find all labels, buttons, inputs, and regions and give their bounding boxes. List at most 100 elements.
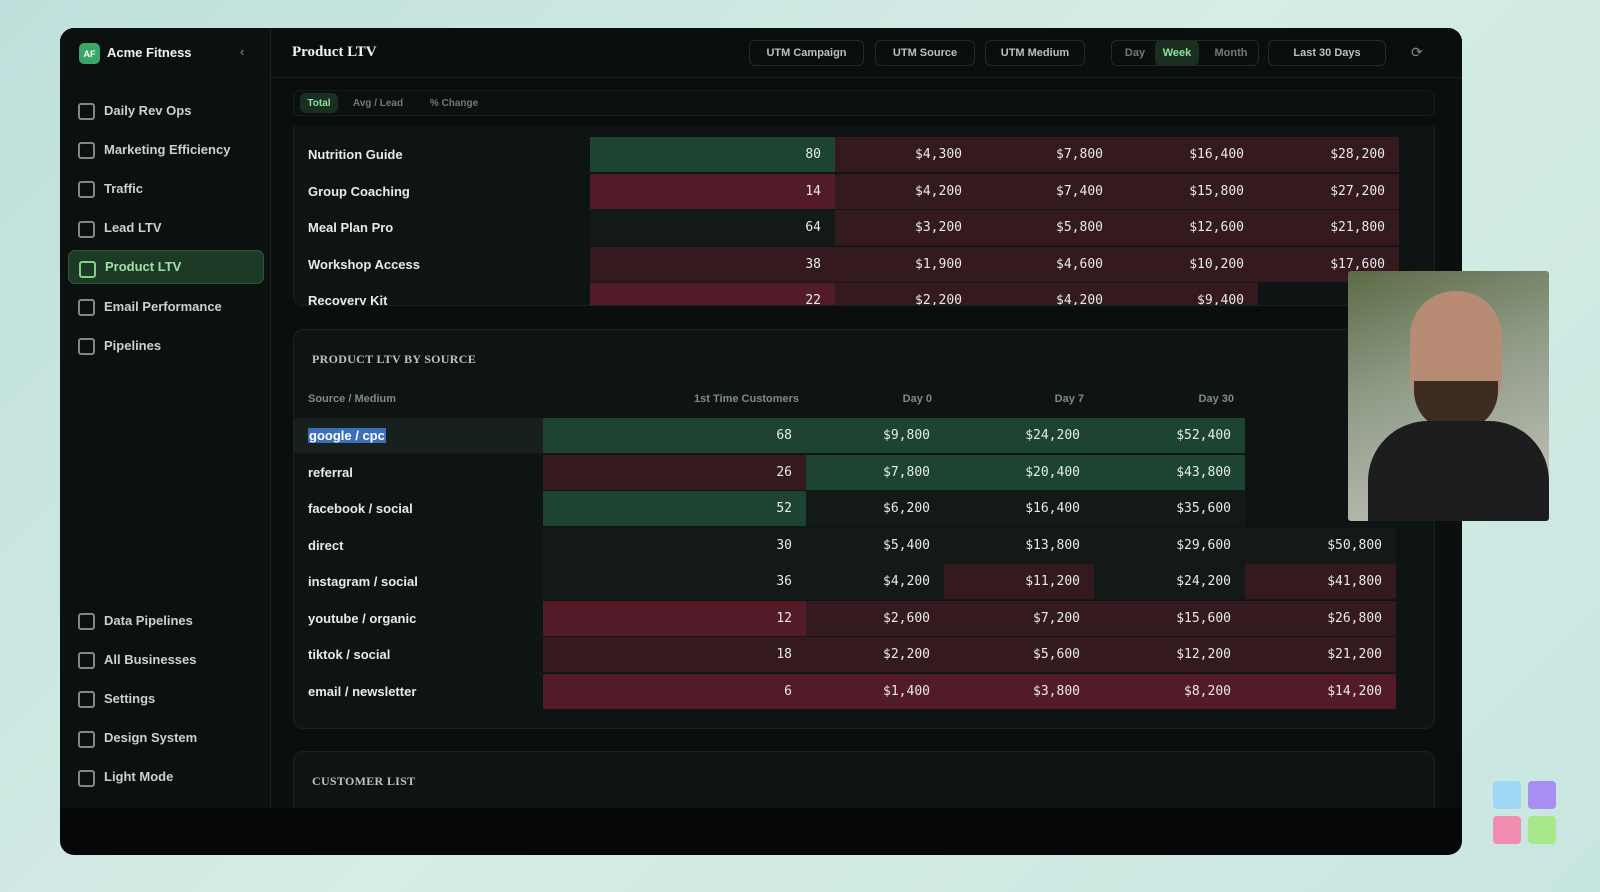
table-cell: $8,200 xyxy=(1094,673,1245,710)
table-cell: $12,600 xyxy=(1117,210,1258,246)
nav-icon xyxy=(78,769,95,787)
table-cell: $15,800 xyxy=(1117,173,1258,210)
nav-item[interactable]: Settings xyxy=(68,681,264,715)
row-label: email / newsletter xyxy=(294,673,543,710)
nav-item[interactable]: Traffic xyxy=(68,171,264,205)
table-cell: $27,200 xyxy=(1258,173,1399,210)
card-title: CUSTOMER LIST xyxy=(312,774,416,788)
table-cell: 26 xyxy=(543,454,806,491)
column-header[interactable]: Day 30 xyxy=(1198,393,1234,405)
source-card: PRODUCT LTV BY SOURCE Source / Medium 1st… xyxy=(293,329,1435,729)
period-option[interactable]: Week xyxy=(1155,40,1199,66)
table-cell: 30 xyxy=(543,527,806,564)
tab[interactable]: % Change xyxy=(429,97,479,109)
app-window: AF Acme Fitness ‹ Daily Rev Ops Marketing… xyxy=(60,28,1462,855)
page-title: Product LTV xyxy=(292,44,377,60)
row-label: google / cpc xyxy=(294,418,543,454)
table-cell: $43,800 xyxy=(1094,454,1245,491)
table-cell: $9,400 xyxy=(1117,283,1258,305)
sidebar: AF Acme Fitness ‹ Daily Rev Ops Marketing… xyxy=(60,28,271,808)
filter-dropdown[interactable]: UTM Campaign xyxy=(749,40,864,66)
table-cell: $26,800 xyxy=(1245,600,1396,637)
table-cell: $10,200 xyxy=(1117,246,1258,283)
period-option[interactable]: Day xyxy=(1124,47,1146,59)
nav-item[interactable]: Lead LTV xyxy=(68,211,264,245)
table-cell: $14,200 xyxy=(1245,673,1396,710)
card-title: PRODUCT LTV BY SOURCE xyxy=(312,352,477,366)
column-header[interactable]: 1st Time Customers xyxy=(694,393,799,405)
table-cell: $4,200 xyxy=(806,564,944,600)
column-header[interactable]: Day 7 xyxy=(1054,393,1084,405)
reaction-icon[interactable] xyxy=(1528,816,1556,844)
table-cell: $3,800 xyxy=(944,673,1094,710)
table-cell: $7,400 xyxy=(976,173,1117,210)
brand-name[interactable]: Acme Fitness xyxy=(107,45,192,60)
table-cell: $5,800 xyxy=(976,210,1117,246)
table-cell: $1,400 xyxy=(806,673,944,710)
table-cell: 36 xyxy=(543,564,806,600)
table-cell: $29,600 xyxy=(1094,527,1245,564)
shirt xyxy=(1368,421,1549,521)
table-cell: $50,800 xyxy=(1245,527,1396,564)
product-card: Nutrition Guide 80 $4,300 $7,800 $16,400 $28,… xyxy=(293,126,1435,306)
table-cell: $16,400 xyxy=(1117,137,1258,173)
table-cell: 6 xyxy=(543,673,806,710)
tab[interactable]: Avg / Lead xyxy=(352,97,404,109)
nav-icon xyxy=(78,299,95,316)
filter-dropdown[interactable]: UTM Medium xyxy=(985,40,1085,66)
table-cell: $4,600 xyxy=(976,246,1117,283)
table-cell: $20,400 xyxy=(944,454,1094,491)
nav-icon xyxy=(78,220,95,238)
brand-logo: AF xyxy=(79,43,100,64)
column-header[interactable]: Day 0 xyxy=(902,393,932,405)
text-selection: google / cpc xyxy=(308,428,386,443)
table-cell: $21,800 xyxy=(1258,210,1399,246)
nav: Daily Rev Ops Marketing Efficiency Traffic… xyxy=(60,28,271,808)
reaction-icon[interactable] xyxy=(1528,781,1556,809)
nav-item[interactable]: Marketing Efficiency xyxy=(68,132,264,166)
table-cell: $7,800 xyxy=(976,137,1117,173)
row-label: Recovery Kit xyxy=(294,283,590,305)
table-cell: $2,600 xyxy=(806,600,944,637)
table-cell: $24,200 xyxy=(1094,564,1245,600)
nav-item[interactable]: Design System xyxy=(68,721,264,755)
nav-icon xyxy=(78,103,95,120)
tab-bar: Total Avg / Lead % Change xyxy=(293,90,1435,116)
table-cell: $3,200 xyxy=(835,210,976,246)
nav-item[interactable]: Email Performance xyxy=(68,289,264,323)
nav-item[interactable]: Product LTV xyxy=(68,249,264,284)
nav-icon xyxy=(78,613,95,630)
collapse-button[interactable]: ‹ xyxy=(240,44,245,59)
table-cell: $2,200 xyxy=(835,283,976,305)
row-label: Nutrition Guide xyxy=(294,137,590,173)
table-cell: 12 xyxy=(543,600,806,637)
nav-item[interactable]: Light Mode xyxy=(68,760,264,794)
table-cell: 18 xyxy=(543,637,806,673)
topbar: Product LTV UTM Campaign UTM Source UTM Me… xyxy=(271,28,1462,78)
nav-item[interactable]: Daily Rev Ops xyxy=(68,93,264,127)
filters: UTM Campaign UTM Source UTM Medium Day Week M… xyxy=(271,28,1462,78)
date-range[interactable]: Last 30 Days xyxy=(1268,40,1386,66)
reaction-icon[interactable] xyxy=(1493,816,1521,844)
tab[interactable]: Total xyxy=(300,93,338,113)
nav-icon xyxy=(78,181,95,199)
table-cell: $41,800 xyxy=(1245,564,1396,600)
table-cell: $15,600 xyxy=(1094,600,1245,637)
table-cell: $9,800 xyxy=(806,418,944,454)
reaction-icon[interactable] xyxy=(1493,781,1521,809)
nav-item[interactable]: Data Pipelines xyxy=(68,603,264,637)
table-cell: 38 xyxy=(590,246,835,283)
table-cell: $52,400 xyxy=(1094,418,1245,454)
row-label: Group Coaching xyxy=(294,173,590,210)
row-label: direct xyxy=(294,527,543,564)
nav-icon xyxy=(78,142,95,160)
nav-item[interactable]: All Businesses xyxy=(68,642,264,676)
nav-item[interactable]: Pipelines xyxy=(68,328,264,362)
refresh-button[interactable]: ⟳ xyxy=(1411,44,1423,60)
row-label: tiktok / social xyxy=(294,637,543,673)
filter-dropdown[interactable]: UTM Source xyxy=(875,40,975,66)
row-label: referral xyxy=(294,454,543,491)
period-option[interactable]: Month xyxy=(1214,47,1248,59)
column-header[interactable]: Source / Medium xyxy=(308,393,397,405)
